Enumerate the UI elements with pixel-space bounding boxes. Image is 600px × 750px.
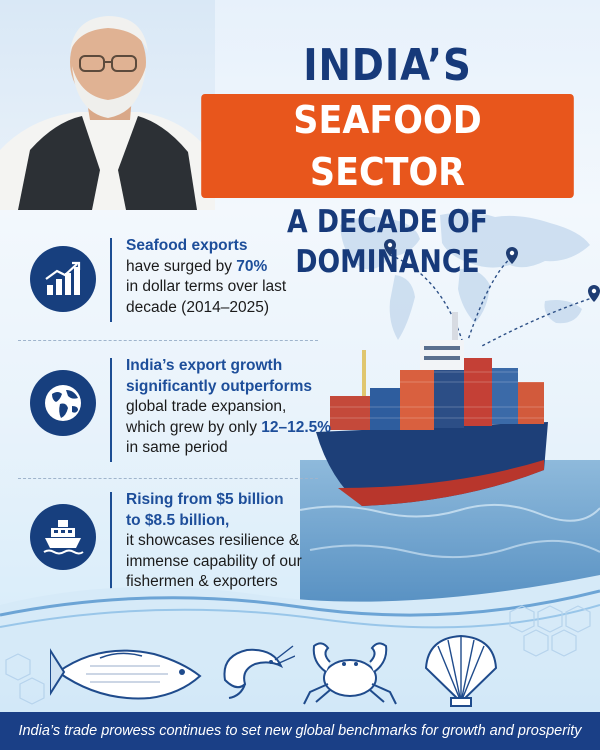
point-3-heading: Rising from $5 billion — [126, 491, 284, 508]
footer-banner: India’s trade prowess continues to set n… — [0, 712, 600, 750]
point-2-heading: India’s export growth — [126, 357, 283, 374]
ship-icon — [30, 504, 96, 570]
point-1-text: Seafood exports have surged by 70% in do… — [126, 237, 287, 316]
growth-chart-icon — [30, 246, 96, 312]
location-pin-icon — [506, 247, 518, 264]
dashed-separator — [18, 478, 318, 479]
point-1-heading: Seafood exports — [126, 237, 248, 254]
hexagon-pattern — [5, 653, 45, 705]
percent-range: 12–12.5% — [261, 418, 332, 436]
scallop-shell-icon — [424, 634, 498, 707]
title-line-2-banner: SEAFOOD SECTOR — [201, 94, 574, 198]
trade-routes — [384, 239, 600, 348]
footer-text: India’s trade prowess continues to set n… — [18, 723, 582, 739]
divider-line — [110, 492, 112, 596]
title-line-3: A DECADE OF DOMINANCE — [287, 204, 488, 280]
portrait-image — [0, 0, 215, 210]
dashed-separator — [18, 340, 318, 341]
fish-icon — [50, 648, 202, 700]
location-pin-icon — [588, 285, 600, 302]
point-2-text: India’s export growth significantly outp… — [126, 357, 332, 456]
globe-icon — [30, 370, 96, 436]
point-3-text: Rising from $5 billion to $8.5 billion, … — [126, 491, 302, 590]
shrimp-icon — [223, 645, 295, 699]
title-line-1: INDIA’S — [303, 40, 472, 91]
crab-icon — [303, 642, 397, 705]
location-pin-icon — [384, 239, 396, 256]
world-map-illustration — [340, 212, 590, 340]
divider-line — [110, 238, 112, 322]
title-block: INDIA’S SEAFOOD SECTOR A DECADE OF DOMIN… — [185, 40, 590, 282]
hexagon-pattern — [509, 605, 591, 657]
percent-70: 70% — [236, 257, 268, 275]
cargo-ship-illustration — [316, 312, 548, 506]
divider-line — [110, 358, 112, 462]
